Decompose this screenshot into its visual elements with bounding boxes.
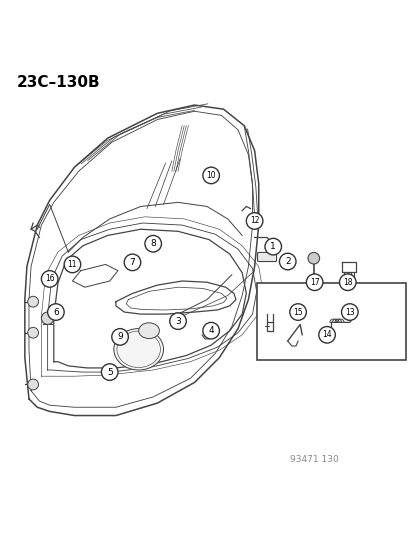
- FancyBboxPatch shape: [257, 253, 276, 262]
- Text: 23C–130B: 23C–130B: [17, 75, 100, 90]
- Circle shape: [306, 274, 322, 290]
- Circle shape: [339, 274, 355, 290]
- Circle shape: [341, 304, 357, 320]
- Text: 1: 1: [270, 242, 275, 251]
- Circle shape: [202, 167, 219, 184]
- Text: 4: 4: [208, 326, 214, 335]
- Circle shape: [246, 213, 262, 229]
- Circle shape: [145, 236, 161, 252]
- Text: 2: 2: [284, 257, 290, 266]
- Circle shape: [264, 238, 281, 255]
- Ellipse shape: [138, 323, 159, 338]
- Text: 13: 13: [344, 308, 354, 317]
- Text: 11: 11: [68, 260, 77, 269]
- Circle shape: [279, 253, 295, 270]
- Circle shape: [101, 364, 118, 381]
- Circle shape: [289, 304, 306, 320]
- Text: 15: 15: [292, 308, 302, 317]
- Circle shape: [41, 312, 54, 325]
- Ellipse shape: [114, 329, 163, 370]
- Circle shape: [28, 379, 38, 390]
- Text: 9: 9: [117, 333, 123, 341]
- Circle shape: [169, 313, 186, 329]
- Text: 16: 16: [45, 274, 55, 284]
- Text: 8: 8: [150, 239, 156, 248]
- Circle shape: [112, 329, 128, 345]
- Circle shape: [318, 327, 335, 343]
- Text: 93471 130: 93471 130: [289, 455, 338, 464]
- Text: 14: 14: [321, 330, 331, 340]
- Text: 5: 5: [107, 368, 112, 377]
- Circle shape: [202, 322, 219, 339]
- Text: 18: 18: [342, 278, 351, 287]
- Text: 6: 6: [53, 308, 59, 317]
- Text: 17: 17: [309, 278, 319, 287]
- Circle shape: [64, 256, 81, 273]
- Circle shape: [124, 254, 140, 271]
- Circle shape: [28, 327, 38, 338]
- Text: 7: 7: [129, 258, 135, 267]
- Circle shape: [28, 296, 38, 307]
- Circle shape: [307, 253, 319, 264]
- Circle shape: [47, 304, 64, 320]
- Text: 10: 10: [206, 171, 216, 180]
- Text: 3: 3: [175, 317, 180, 326]
- Bar: [256, 283, 405, 360]
- Text: 12: 12: [249, 216, 259, 225]
- Circle shape: [41, 271, 58, 287]
